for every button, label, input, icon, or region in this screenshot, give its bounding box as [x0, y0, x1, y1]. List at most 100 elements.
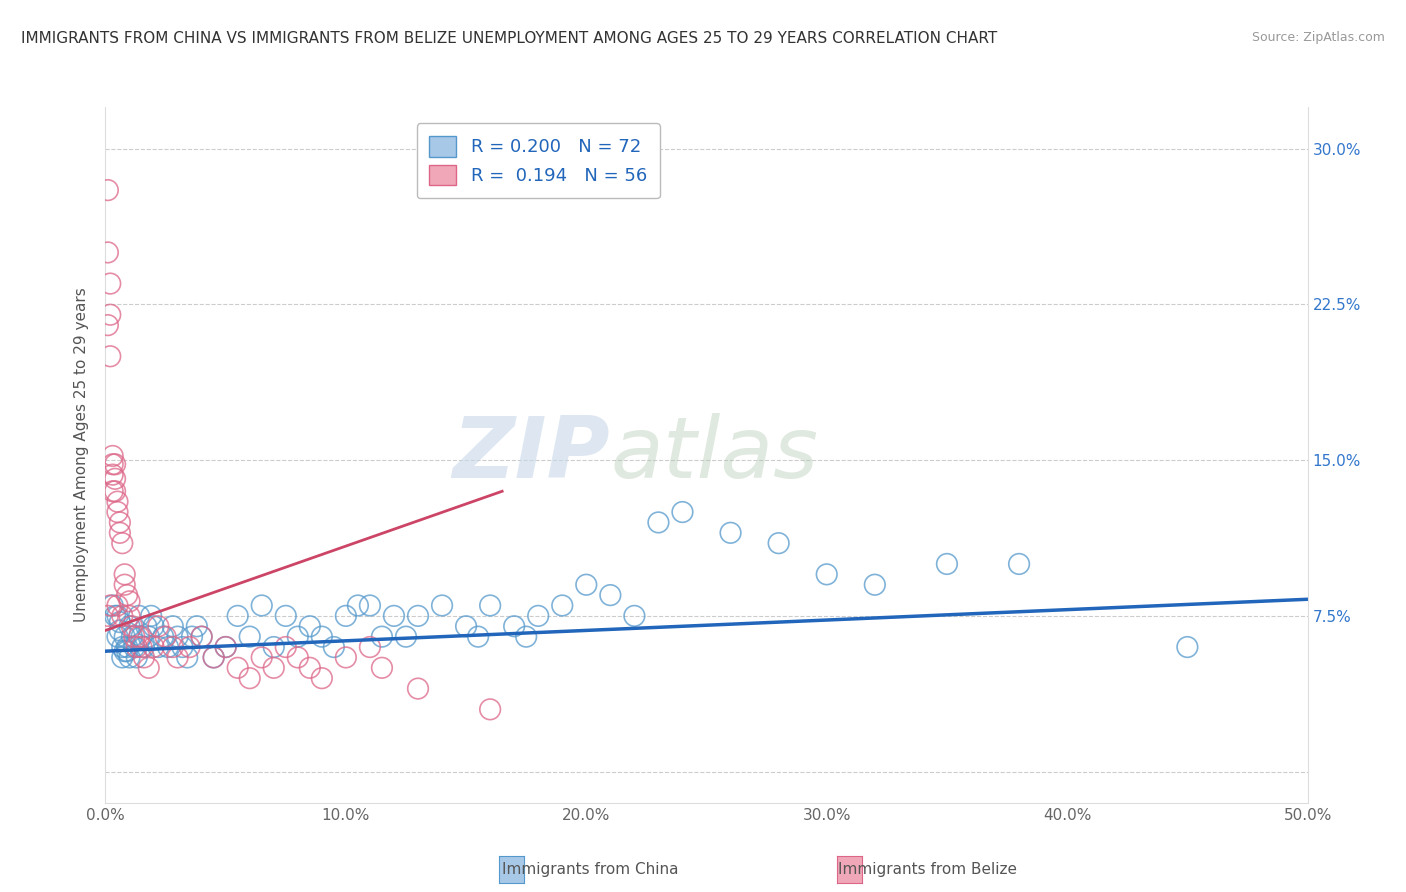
Point — [454, 619, 477, 633]
Point — [274, 608, 297, 623]
Point — [176, 650, 198, 665]
Point — [128, 608, 150, 623]
Point — [575, 578, 598, 592]
Point — [322, 640, 344, 654]
Point — [107, 505, 129, 519]
Point — [118, 608, 141, 623]
Point — [263, 640, 285, 654]
Point — [114, 578, 136, 592]
Point — [226, 661, 249, 675]
Point — [98, 308, 121, 322]
Point — [111, 536, 134, 550]
Point — [479, 702, 502, 716]
Point — [371, 630, 394, 644]
Text: ZIP: ZIP — [453, 413, 610, 497]
Text: Immigrants from Belize: Immigrants from Belize — [838, 863, 1018, 877]
Point — [179, 640, 201, 654]
Point — [107, 599, 129, 613]
Point — [156, 640, 179, 654]
Point — [101, 457, 124, 471]
Point — [107, 630, 129, 644]
Point — [359, 599, 381, 613]
Point — [382, 608, 405, 623]
Point — [863, 578, 886, 592]
Point — [115, 588, 138, 602]
Point — [104, 472, 127, 486]
Point — [128, 630, 150, 644]
Point — [142, 640, 165, 654]
Point — [142, 619, 165, 633]
Point — [936, 557, 959, 571]
Point — [107, 608, 129, 623]
Point — [1008, 557, 1031, 571]
Point — [111, 650, 134, 665]
Point — [125, 640, 148, 654]
Point — [298, 619, 321, 633]
Point — [118, 619, 141, 633]
Text: atlas: atlas — [610, 413, 818, 497]
Point — [406, 608, 429, 623]
Point — [430, 599, 453, 613]
Point — [311, 671, 333, 685]
Point — [263, 661, 285, 675]
Point — [347, 599, 370, 613]
Point — [202, 650, 225, 665]
Point — [125, 650, 148, 665]
Point — [98, 349, 121, 363]
Point — [172, 640, 194, 654]
Point — [467, 630, 489, 644]
Point — [503, 619, 526, 633]
Point — [298, 661, 321, 675]
Point — [108, 516, 131, 530]
Point — [108, 615, 131, 629]
Point — [108, 525, 131, 540]
Point — [131, 630, 153, 644]
Point — [101, 449, 124, 463]
Point — [190, 630, 212, 644]
Point — [395, 630, 418, 644]
Point — [162, 619, 184, 633]
Point — [148, 640, 170, 654]
Point — [239, 671, 262, 685]
Point — [406, 681, 429, 696]
Point — [623, 608, 645, 623]
Point — [114, 567, 136, 582]
Point — [114, 630, 136, 644]
Point — [155, 630, 177, 644]
Point — [274, 640, 297, 654]
Point — [371, 661, 394, 675]
Point — [104, 457, 127, 471]
Point — [162, 640, 184, 654]
Point — [114, 644, 136, 658]
Point — [148, 619, 170, 633]
Point — [166, 630, 188, 644]
Point — [335, 608, 357, 623]
Point — [287, 630, 309, 644]
Point — [166, 650, 188, 665]
Point — [101, 599, 124, 613]
Point — [98, 599, 121, 613]
Point — [190, 630, 212, 644]
Point — [186, 619, 208, 633]
Point — [124, 640, 146, 654]
Point — [121, 630, 143, 644]
Point — [311, 630, 333, 644]
Point — [97, 245, 120, 260]
Point — [132, 640, 155, 654]
Point — [359, 640, 381, 654]
Point — [527, 608, 550, 623]
Point — [135, 619, 157, 633]
Point — [335, 650, 357, 665]
Point — [101, 467, 124, 482]
Point — [599, 588, 621, 602]
Point — [515, 630, 537, 644]
Point — [104, 608, 127, 623]
Point — [239, 630, 262, 644]
Point — [124, 630, 146, 644]
Point — [138, 661, 160, 675]
Legend: R = 0.200   N = 72, R =  0.194   N = 56: R = 0.200 N = 72, R = 0.194 N = 56 — [416, 123, 659, 198]
Point — [1175, 640, 1198, 654]
Point — [139, 608, 162, 623]
Point — [671, 505, 693, 519]
Point — [152, 630, 174, 644]
